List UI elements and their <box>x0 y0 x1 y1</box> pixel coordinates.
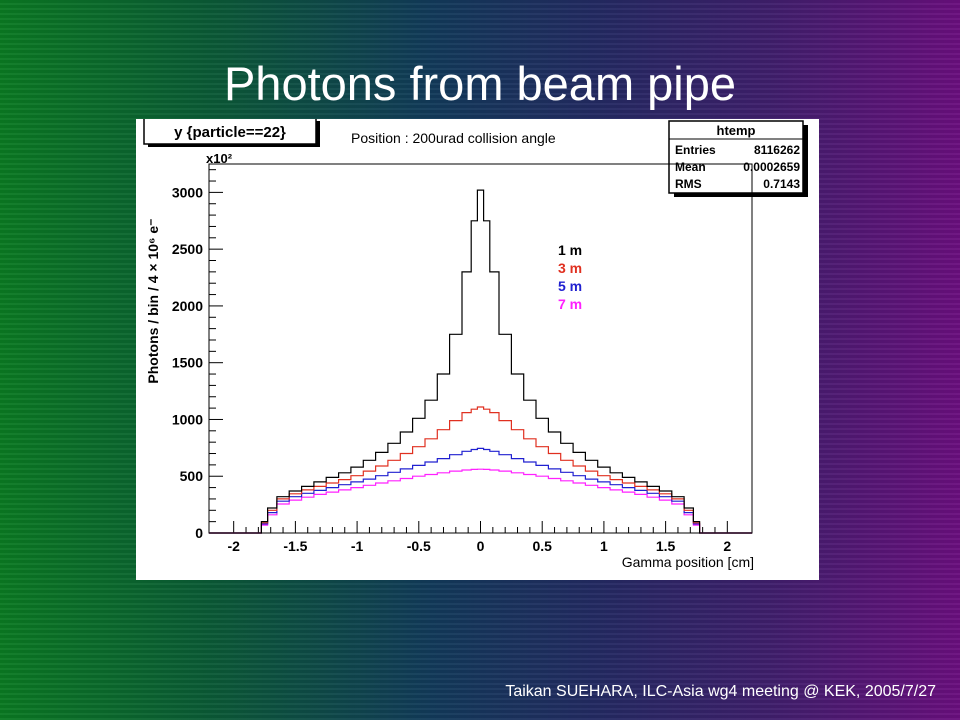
x-tick-label: -1.5 <box>283 538 307 554</box>
series-line <box>209 468 752 534</box>
stats-label-rms: RMS <box>675 177 702 191</box>
y-tick-label: 1000 <box>172 411 203 427</box>
y-axis-label: Photons / bin / 4 × 10⁶ e⁻ <box>145 218 161 383</box>
plot-frame <box>208 163 753 534</box>
y-axis-multiplier: x10² <box>206 151 233 166</box>
stats-box: htemp Entries 8116262 Mean 0.0002659 RMS… <box>668 120 808 197</box>
legend-entry: 3 m <box>558 260 582 276</box>
stats-label-entries: Entries <box>675 143 716 157</box>
x-tick-label: 1 <box>600 538 608 554</box>
stats-label-mean: Mean <box>675 160 706 174</box>
stats-box-title: htemp <box>717 123 756 138</box>
chart-svg: y {particle==22} Position : 200urad coll… <box>143 119 808 570</box>
x-tick-label: -1 <box>351 538 364 554</box>
x-tick-label: -2 <box>227 538 240 554</box>
y-tick-label: 2500 <box>172 241 203 257</box>
y-tick-label: 2000 <box>172 298 203 314</box>
stats-value-entries: 8116262 <box>754 143 800 157</box>
series-line <box>209 189 752 534</box>
slide-title: Photons from beam pipe <box>223 57 737 110</box>
stats-value-mean: 0.0002659 <box>743 160 800 174</box>
stats-value-rms: 0.7143 <box>763 177 800 191</box>
footer-credit: Taikan SUEHARA, ILC-Asia wg4 meeting @ K… <box>505 683 936 700</box>
series-line <box>209 447 752 534</box>
x-axis-label: Gamma position [cm] <box>622 554 754 570</box>
x-tick-label: 0.5 <box>532 538 552 554</box>
legend-entry: 1 m <box>558 242 582 258</box>
histogram-figure: y {particle==22} Position : 200urad coll… <box>136 119 819 580</box>
draw-option-box: y {particle==22} <box>143 119 320 147</box>
series-line <box>209 406 752 534</box>
y-tick-label: 3000 <box>172 184 203 200</box>
legend-entry: 7 m <box>558 296 582 312</box>
draw-option-text: y {particle==22} <box>174 124 286 141</box>
x-tick-label: -0.5 <box>407 538 431 554</box>
x-tick-label: 2 <box>723 538 731 554</box>
y-tick-label: 1500 <box>172 355 203 371</box>
legend-entry: 5 m <box>558 278 582 294</box>
x-tick-label: 1.5 <box>656 538 676 554</box>
y-tick-label: 500 <box>180 468 204 484</box>
x-tick-label: 0 <box>477 538 485 554</box>
y-tick-label: 0 <box>195 525 203 541</box>
chart-title: Position : 200urad collision angle <box>351 130 556 146</box>
